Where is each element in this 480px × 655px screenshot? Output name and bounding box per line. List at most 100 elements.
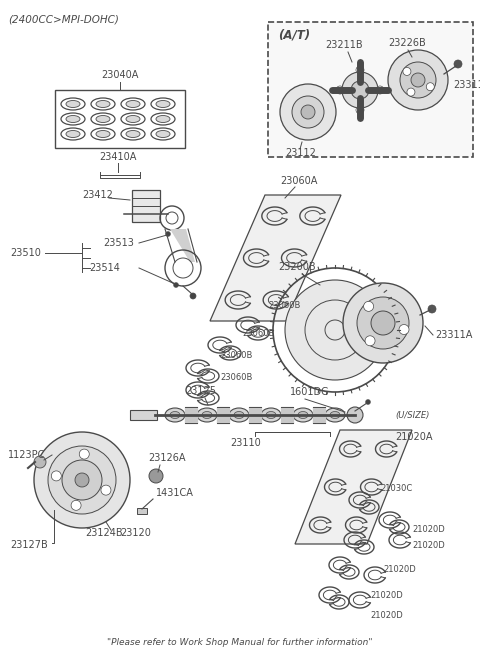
Ellipse shape (126, 100, 140, 107)
Circle shape (347, 407, 363, 423)
Ellipse shape (170, 411, 180, 419)
Circle shape (426, 83, 434, 90)
Text: 21020A: 21020A (395, 432, 432, 442)
Circle shape (365, 336, 375, 346)
Text: 23112: 23112 (285, 148, 316, 158)
Text: 23060B: 23060B (268, 301, 300, 310)
Ellipse shape (96, 100, 110, 107)
Text: 1601DG: 1601DG (290, 387, 330, 397)
Text: 23060B: 23060B (220, 373, 252, 382)
Ellipse shape (234, 411, 244, 419)
Ellipse shape (156, 100, 170, 107)
Text: 23311B: 23311B (453, 80, 480, 90)
Circle shape (388, 50, 448, 110)
Circle shape (301, 105, 315, 119)
Circle shape (343, 283, 423, 363)
Circle shape (173, 282, 179, 288)
Bar (132, 190, 160, 222)
Bar (55, 90, 185, 148)
Circle shape (71, 500, 81, 510)
Text: 23410A: 23410A (99, 152, 137, 162)
Text: 21020D: 21020D (370, 610, 403, 620)
Circle shape (371, 311, 395, 335)
Text: (A/T): (A/T) (278, 28, 310, 41)
Circle shape (166, 231, 170, 236)
Polygon shape (165, 229, 195, 262)
Ellipse shape (266, 411, 276, 419)
Text: "Please refer to Work Shop Manual for further information": "Please refer to Work Shop Manual for fu… (107, 638, 373, 647)
Circle shape (364, 301, 373, 311)
Text: 21020D: 21020D (412, 540, 445, 550)
Circle shape (407, 88, 415, 96)
Text: 23412: 23412 (82, 190, 113, 200)
Circle shape (376, 86, 384, 94)
Text: 21030C: 21030C (380, 484, 412, 493)
Ellipse shape (156, 130, 170, 138)
Circle shape (285, 280, 385, 380)
Ellipse shape (197, 408, 217, 422)
Bar (268, 22, 473, 157)
Circle shape (400, 62, 436, 98)
Circle shape (356, 66, 364, 74)
Circle shape (62, 460, 102, 500)
Text: 23120: 23120 (120, 528, 151, 538)
Polygon shape (210, 195, 341, 321)
Ellipse shape (96, 130, 110, 138)
Ellipse shape (126, 115, 140, 122)
Circle shape (190, 293, 196, 299)
Text: 23060B: 23060B (220, 351, 252, 360)
Text: 23510: 23510 (10, 248, 41, 258)
Ellipse shape (66, 100, 80, 107)
Text: 23110: 23110 (230, 438, 261, 448)
Ellipse shape (156, 115, 170, 122)
Text: 23311A: 23311A (435, 330, 472, 340)
Text: 21020D: 21020D (412, 525, 445, 534)
Text: (2400CC>MPI-DOHC): (2400CC>MPI-DOHC) (8, 14, 119, 24)
Circle shape (75, 473, 89, 487)
Ellipse shape (298, 411, 308, 419)
Circle shape (149, 469, 163, 483)
Ellipse shape (229, 408, 249, 422)
Ellipse shape (66, 115, 80, 122)
Circle shape (411, 73, 425, 87)
Ellipse shape (202, 411, 212, 419)
Ellipse shape (165, 408, 185, 422)
Circle shape (51, 471, 61, 481)
Text: 23127B: 23127B (10, 540, 48, 550)
Ellipse shape (293, 408, 313, 422)
Ellipse shape (66, 130, 80, 138)
Circle shape (454, 60, 462, 68)
Text: 1431CA: 1431CA (156, 488, 194, 498)
Text: 23211B: 23211B (325, 40, 362, 50)
Circle shape (48, 446, 116, 514)
Ellipse shape (96, 115, 110, 122)
Ellipse shape (325, 408, 345, 422)
Circle shape (34, 456, 46, 468)
Circle shape (351, 81, 369, 99)
Circle shape (365, 400, 371, 405)
Text: 23124B: 23124B (85, 528, 122, 538)
Circle shape (101, 485, 111, 495)
Text: 23060B: 23060B (242, 329, 275, 338)
Text: 23040A: 23040A (101, 70, 139, 80)
Ellipse shape (126, 130, 140, 138)
Circle shape (403, 67, 411, 75)
Text: 23514: 23514 (89, 263, 120, 273)
Text: 23200B: 23200B (278, 262, 316, 272)
Text: 1123PC: 1123PC (8, 450, 46, 460)
Bar (137, 508, 147, 514)
Text: (U/SIZE): (U/SIZE) (395, 411, 430, 420)
Polygon shape (295, 430, 412, 544)
Ellipse shape (330, 411, 340, 419)
Text: 21020D: 21020D (370, 591, 403, 599)
Text: 23226B: 23226B (388, 38, 426, 48)
Circle shape (399, 324, 409, 335)
Text: 23060A: 23060A (280, 176, 317, 186)
Circle shape (356, 106, 364, 114)
Circle shape (79, 449, 89, 459)
Circle shape (342, 72, 378, 108)
Bar (130, 410, 157, 420)
Circle shape (357, 297, 409, 349)
Circle shape (34, 432, 130, 528)
Circle shape (280, 84, 336, 140)
